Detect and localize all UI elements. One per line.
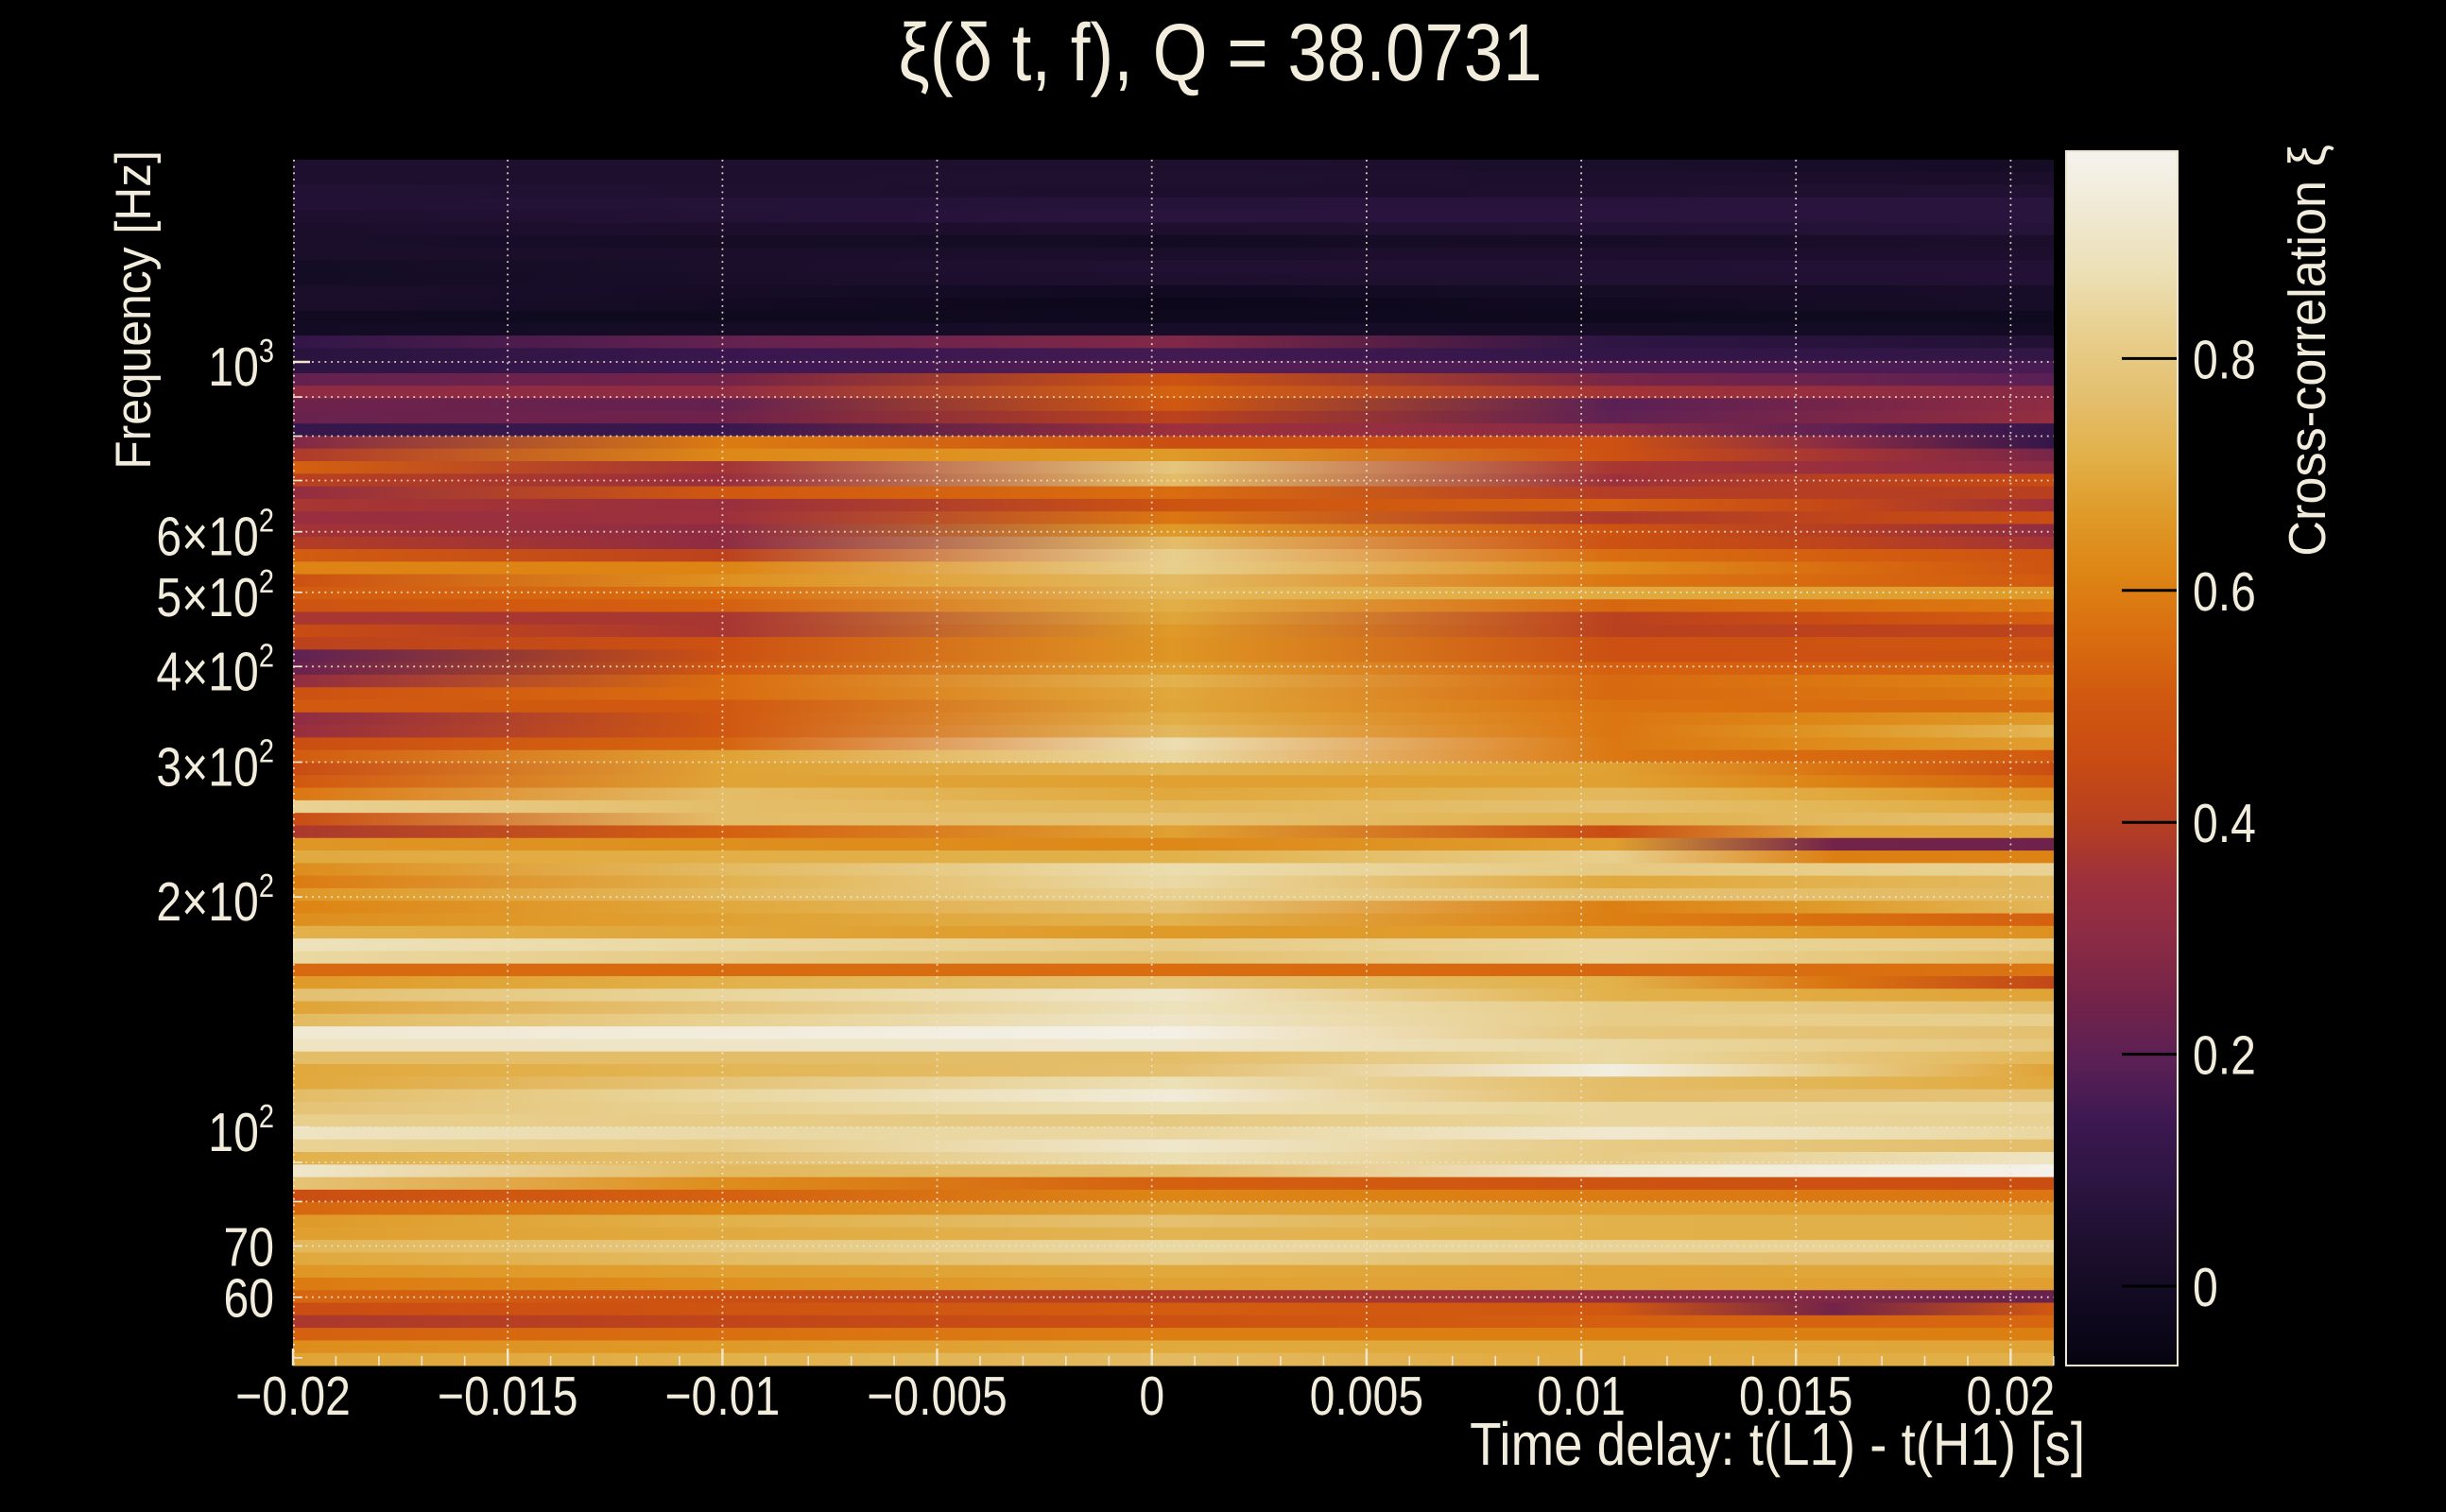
svg-text:0: 0 (1139, 1366, 1164, 1427)
svg-text:2×102: 2×102 (156, 868, 274, 933)
svg-text:−0.02: −0.02 (235, 1366, 351, 1427)
svg-text:0.2: 0.2 (2193, 1025, 2256, 1087)
svg-text:−0.01: −0.01 (664, 1366, 780, 1427)
svg-text:4×102: 4×102 (156, 637, 274, 702)
svg-text:−0.005: −0.005 (867, 1366, 1008, 1427)
svg-text:0.01: 0.01 (1537, 1366, 1626, 1427)
svg-text:0.015: 0.015 (1739, 1366, 1852, 1427)
svg-text:−0.015: −0.015 (438, 1366, 578, 1427)
svg-text:Frequency [Hz]: Frequency [Hz] (106, 150, 162, 470)
svg-text:ξ(δ t, f), Q = 38.0731: ξ(δ t, f), Q = 38.0731 (898, 8, 1542, 98)
svg-text:0.005: 0.005 (1310, 1366, 1423, 1427)
svg-text:70: 70 (223, 1216, 274, 1278)
svg-text:5×102: 5×102 (156, 563, 274, 628)
svg-text:3×102: 3×102 (156, 733, 274, 799)
svg-text:6×102: 6×102 (156, 503, 274, 568)
svg-text:Time delay: t(L1) - t(H1) [s]: Time delay: t(L1) - t(H1) [s] (1470, 1410, 2085, 1478)
svg-text:0: 0 (2193, 1257, 2218, 1318)
svg-text:60: 60 (223, 1268, 274, 1330)
svg-text:0.4: 0.4 (2193, 793, 2256, 854)
svg-text:0.8: 0.8 (2193, 329, 2256, 390)
svg-text:0.6: 0.6 (2193, 561, 2256, 623)
svg-text:0.02: 0.02 (1967, 1366, 2056, 1427)
svg-text:Cross-correlation ξ: Cross-correlation ξ (2278, 145, 2336, 557)
